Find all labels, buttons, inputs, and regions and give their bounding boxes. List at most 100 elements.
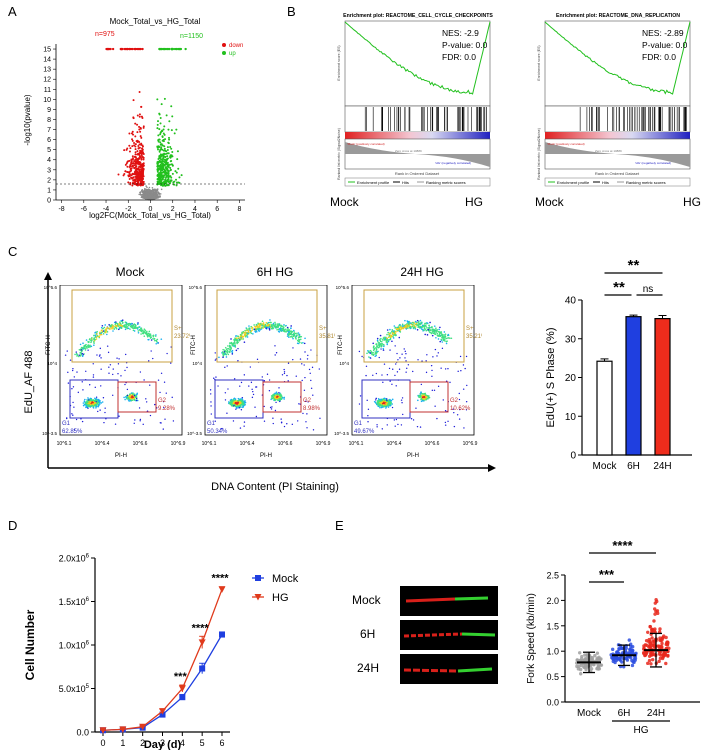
volcano-point-down bbox=[133, 141, 136, 144]
flow-event bbox=[382, 347, 385, 350]
volcano-point bbox=[151, 186, 154, 189]
volcano-point bbox=[149, 194, 152, 197]
volcano-point bbox=[159, 193, 162, 195]
volcano-point-down bbox=[134, 135, 137, 138]
flow-event bbox=[154, 403, 156, 406]
flow-event bbox=[306, 413, 308, 415]
volcano-point bbox=[152, 196, 154, 198]
flow-event bbox=[144, 329, 147, 332]
flow-event bbox=[84, 403, 86, 406]
flow-event bbox=[110, 324, 113, 326]
volcano-point-up bbox=[159, 47, 162, 51]
flow-event bbox=[237, 347, 239, 350]
flow-sample-title: 6H HG bbox=[256, 265, 294, 279]
volcano-point bbox=[145, 188, 148, 191]
volcano-point-up bbox=[163, 125, 166, 128]
flow-event bbox=[225, 353, 228, 356]
flow-event bbox=[95, 396, 98, 398]
volcano-point-down bbox=[134, 170, 137, 173]
volcano-point bbox=[140, 194, 143, 196]
flow-event bbox=[270, 327, 273, 330]
flow-event bbox=[389, 398, 391, 401]
volcano-point-down bbox=[133, 164, 136, 167]
flow-event bbox=[303, 364, 305, 366]
flow-event bbox=[236, 341, 238, 344]
volcano-point-down bbox=[124, 170, 127, 173]
flow-event bbox=[239, 405, 242, 407]
volcano-xtick: 6 bbox=[215, 206, 219, 213]
flow-event bbox=[73, 429, 76, 431]
flow-xtick: 10^6.6 bbox=[278, 441, 293, 447]
volcano-point-down bbox=[130, 132, 133, 135]
flow-plot-2: S+35.81%G28.98%G150.34%FITC-H10^5.610^41… bbox=[187, 285, 335, 459]
volcano-point-down bbox=[138, 183, 141, 186]
volcano-point-down bbox=[130, 167, 133, 170]
flow-event bbox=[261, 376, 263, 378]
flow-event bbox=[118, 415, 120, 417]
gsea-title: Enrichment plot: REACTOME_CELL_CYCLE_CHE… bbox=[343, 13, 493, 19]
flow-event bbox=[431, 334, 434, 337]
flow-event bbox=[376, 337, 379, 340]
flow-event bbox=[398, 327, 401, 329]
flow-event bbox=[119, 321, 121, 324]
flow-event bbox=[102, 397, 105, 399]
flow-event bbox=[272, 324, 274, 326]
flow-event bbox=[82, 402, 85, 404]
flow-plot-ylabel: FITC-H bbox=[46, 335, 52, 355]
flow-event bbox=[239, 427, 242, 429]
volcano-point-down bbox=[123, 149, 126, 152]
flow-event bbox=[96, 354, 98, 356]
gate-g2-value: 9.28% bbox=[158, 406, 176, 412]
volcano-point-up bbox=[158, 150, 161, 153]
volcano-point-up bbox=[158, 167, 161, 170]
flow-event bbox=[98, 355, 101, 357]
gsea-neg-corr: 'HG' (negatively correlated) bbox=[635, 161, 671, 165]
flow-event bbox=[152, 337, 154, 340]
flow-event bbox=[133, 323, 136, 325]
gate-s-label: S+ bbox=[174, 326, 182, 332]
flow-event bbox=[127, 323, 129, 325]
flow-event bbox=[439, 340, 442, 343]
flow-event bbox=[278, 396, 280, 399]
volcano-point-down bbox=[134, 153, 137, 156]
volcano-point-down bbox=[137, 171, 140, 174]
flow-event bbox=[268, 321, 271, 324]
flow-event bbox=[257, 327, 259, 330]
gate-s-label: S+ bbox=[319, 326, 327, 332]
volcano-point-up bbox=[163, 97, 166, 100]
flow-event bbox=[407, 321, 409, 324]
volcano-point-down bbox=[139, 135, 142, 138]
flow-event bbox=[304, 400, 307, 402]
flow-event bbox=[224, 366, 226, 369]
flow-event bbox=[107, 351, 110, 354]
flow-event bbox=[231, 351, 234, 354]
flow-event bbox=[384, 405, 386, 407]
volcano-point-down bbox=[131, 139, 134, 142]
volcano-point-down bbox=[136, 114, 139, 117]
flow-event bbox=[259, 325, 261, 327]
flow-event bbox=[380, 345, 383, 348]
gsea-right-label: HG bbox=[465, 195, 483, 209]
volcano-ytick: 7 bbox=[47, 127, 51, 134]
volcano-point-up bbox=[160, 146, 163, 149]
flow-event bbox=[80, 418, 82, 420]
flow-event bbox=[118, 358, 120, 360]
volcano-point-down bbox=[131, 182, 134, 185]
volcano-point-up bbox=[156, 98, 159, 101]
flow-event bbox=[368, 356, 370, 358]
flow-event bbox=[223, 349, 226, 351]
flow-event bbox=[379, 400, 381, 403]
flow-event bbox=[415, 324, 418, 326]
flow-event bbox=[435, 329, 438, 331]
flow-event bbox=[81, 420, 84, 423]
flow-event bbox=[399, 328, 402, 331]
volcano-point-up bbox=[170, 154, 173, 157]
volcano-point-up bbox=[161, 182, 164, 185]
volcano-point-up bbox=[180, 174, 183, 177]
flow-event bbox=[391, 403, 394, 405]
flow-event bbox=[256, 358, 259, 361]
enrichment-curve bbox=[344, 21, 491, 95]
flow-event bbox=[446, 340, 448, 342]
volcano-point-up bbox=[169, 163, 172, 166]
flow-event bbox=[124, 353, 127, 356]
